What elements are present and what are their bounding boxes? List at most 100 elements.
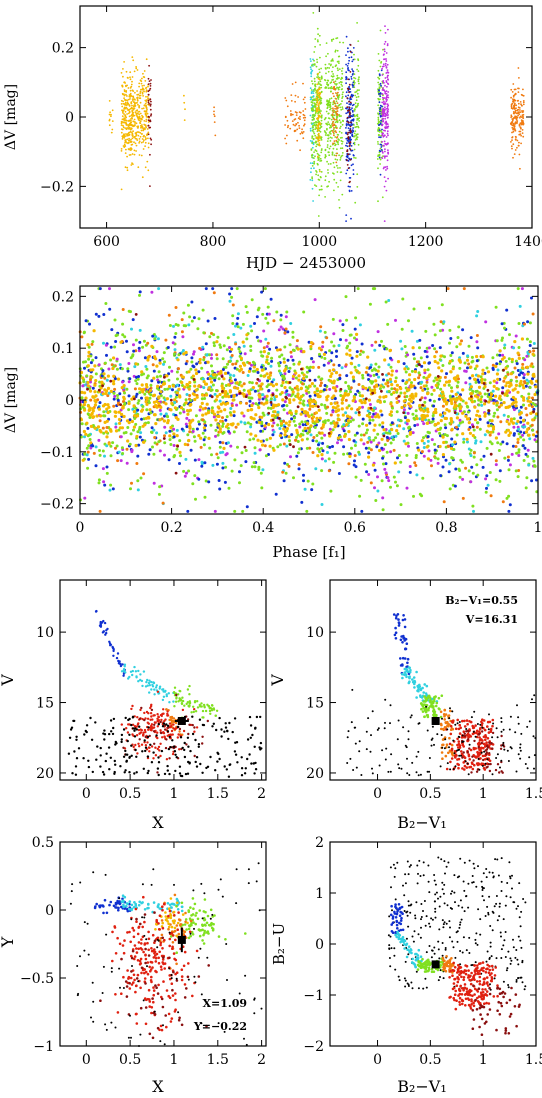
phased-point	[312, 436, 316, 439]
lightcurve-point	[147, 142, 150, 145]
lightcurve-point	[326, 123, 328, 126]
phased-point	[485, 446, 489, 450]
phased-point	[138, 328, 142, 332]
lightcurve-point	[350, 56, 353, 59]
lightcurve-point	[124, 166, 127, 169]
phased-point	[380, 413, 384, 417]
phased-point	[531, 312, 535, 316]
phased-point	[163, 425, 167, 429]
phased-point	[261, 468, 265, 472]
phased-point	[336, 441, 339, 445]
phased-point	[438, 329, 442, 333]
lightcurve-point	[346, 106, 349, 109]
phased-point	[104, 343, 108, 347]
phased-point	[111, 366, 115, 371]
phased-point	[233, 509, 237, 513]
phased-point	[470, 355, 474, 359]
phased-point	[288, 393, 291, 397]
phased-point	[261, 354, 265, 358]
phased-point	[356, 287, 360, 291]
lightcurve-point	[150, 143, 153, 146]
lightcurve-point	[147, 133, 150, 136]
lightcurve-point	[512, 101, 515, 103]
lightcurve-point	[355, 90, 358, 93]
phased-point	[486, 370, 491, 374]
lightcurve-point	[335, 136, 338, 139]
phased-point	[163, 434, 166, 438]
phased-point	[269, 364, 273, 368]
lightcurve-point	[320, 137, 322, 140]
phased-point	[503, 376, 507, 380]
lightcurve-point	[378, 89, 380, 91]
lightcurve-point	[142, 95, 145, 97]
lightcurve-point	[127, 126, 130, 128]
phased-point	[221, 450, 225, 454]
phased-point	[382, 462, 385, 466]
phased-point	[168, 429, 172, 433]
lightcurve-point	[320, 171, 323, 173]
lightcurve-point	[349, 71, 352, 73]
lightcurve-point	[338, 86, 341, 89]
phased-point	[129, 432, 133, 436]
lightcurve-point	[138, 154, 141, 156]
phased-point	[277, 364, 281, 368]
phased-point	[373, 287, 377, 291]
phased-point	[243, 352, 247, 356]
phased-point	[383, 400, 386, 404]
phased-point	[418, 403, 422, 408]
lightcurve-point	[286, 126, 289, 129]
phased-point	[443, 433, 447, 437]
phased-point	[234, 362, 238, 366]
phased-point	[528, 321, 532, 325]
phased-point	[265, 372, 269, 376]
lightcurve-point	[385, 114, 387, 117]
phased-point	[444, 458, 448, 462]
phased-point	[274, 492, 278, 496]
lightcurve-point	[383, 43, 386, 45]
lightcurve-point	[515, 118, 518, 120]
phased-point	[246, 374, 250, 377]
phased-point	[259, 374, 263, 378]
lightcurve-point	[328, 99, 330, 102]
lightcurve-point	[126, 169, 129, 172]
phased-point	[188, 380, 192, 385]
phased-point	[422, 375, 426, 379]
lightcurve-point	[378, 123, 381, 126]
lightcurve-point	[126, 104, 128, 106]
lightcurve-point	[341, 136, 343, 139]
phased-point	[329, 421, 333, 425]
lightcurve-point	[350, 121, 352, 124]
phased-point	[288, 400, 292, 405]
lightcurve-point	[309, 162, 312, 165]
lightcurve-point	[347, 167, 350, 170]
lightcurve-point	[349, 44, 352, 46]
phased-point	[305, 370, 309, 374]
lightcurve-point	[310, 73, 313, 75]
lightcurve-points	[108, 12, 525, 223]
phased-point	[483, 378, 487, 382]
lightcurve-point	[515, 107, 517, 110]
phased-point	[87, 457, 91, 461]
phased-point	[266, 341, 270, 345]
phased-point	[277, 328, 281, 332]
lightcurve-point	[324, 196, 326, 198]
phased-point	[257, 467, 261, 471]
lightcurve-point	[339, 171, 342, 174]
phased-point	[117, 450, 121, 454]
phased-point	[329, 413, 333, 417]
lightcurve-point	[354, 102, 357, 105]
lightcurve-point	[325, 110, 328, 113]
lightcurve-point	[124, 114, 127, 117]
phased-point	[300, 407, 304, 411]
phased-point	[505, 308, 509, 312]
phased-point	[198, 346, 202, 350]
phased-point	[212, 291, 216, 295]
lightcurve-point	[125, 84, 127, 87]
lightcurve-point	[341, 72, 344, 75]
lightcurve-point	[312, 63, 315, 66]
lightcurve-point	[337, 60, 340, 63]
lightcurve-point	[319, 157, 322, 160]
lightcurve-point	[378, 78, 381, 80]
lightcurve-point	[142, 72, 144, 75]
